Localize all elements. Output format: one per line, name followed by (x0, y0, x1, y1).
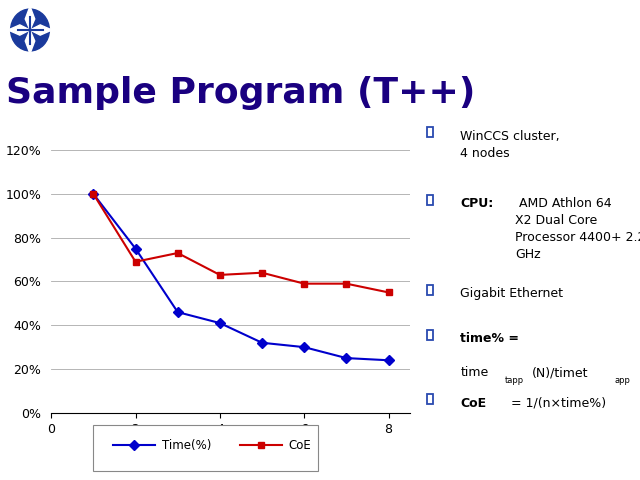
Polygon shape (25, 30, 35, 54)
Text: Sample Program (T++): Sample Program (T++) (6, 76, 476, 110)
Text: (1): (1) (639, 366, 640, 379)
Text: WinCCS cluster,
4 nodes: WinCCS cluster, 4 nodes (460, 130, 560, 160)
Text: tapp: tapp (505, 376, 524, 385)
Polygon shape (25, 6, 35, 30)
FancyBboxPatch shape (93, 425, 318, 470)
X-axis label: CPU Cores: CPU Cores (190, 441, 271, 455)
Text: time: time (460, 366, 489, 379)
CoE (342, 281, 350, 287)
Bar (427, 330, 433, 340)
CoE (132, 259, 140, 264)
Bar (427, 394, 433, 404)
Polygon shape (30, 25, 52, 35)
Time(%) (174, 309, 182, 315)
Time(%) (90, 191, 97, 197)
Line: Time(%): Time(%) (90, 191, 392, 364)
Bar (427, 285, 433, 295)
Time(%) (385, 358, 392, 363)
Text: app: app (614, 376, 630, 385)
Text: = 1/(n×time%): = 1/(n×time%) (507, 396, 606, 409)
Text: Gigabit Ethernet: Gigabit Ethernet (460, 288, 563, 300)
Text: CoE: CoE (289, 439, 312, 452)
Text: time% =: time% = (460, 332, 520, 345)
CoE (258, 270, 266, 276)
Time(%) (258, 340, 266, 346)
Text: CoE: CoE (460, 396, 486, 409)
Text: Open TS: an advanced tool for parallel and distributed computing.: Open TS: an advanced tool for parallel a… (68, 23, 638, 37)
CoE (385, 289, 392, 295)
Time(%) (342, 355, 350, 361)
Text: Time(%): Time(%) (161, 439, 211, 452)
Text: AMD Athlon 64
X2 Dual Core
Processor 4400+ 2.21
GHz: AMD Athlon 64 X2 Dual Core Processor 440… (515, 197, 640, 261)
Text: (N)/timet: (N)/timet (532, 366, 589, 379)
CoE (216, 272, 224, 278)
Ellipse shape (11, 9, 49, 51)
Time(%) (132, 246, 140, 252)
CoE (90, 191, 97, 197)
Bar (427, 195, 433, 205)
Ellipse shape (5, 3, 55, 57)
CoE (174, 250, 182, 256)
CoE (300, 281, 308, 287)
Time(%) (300, 344, 308, 350)
Text: CPU:: CPU: (460, 197, 493, 210)
Time(%) (216, 320, 224, 326)
Bar (427, 127, 433, 137)
Polygon shape (8, 25, 30, 35)
Line: CoE: CoE (90, 191, 392, 296)
